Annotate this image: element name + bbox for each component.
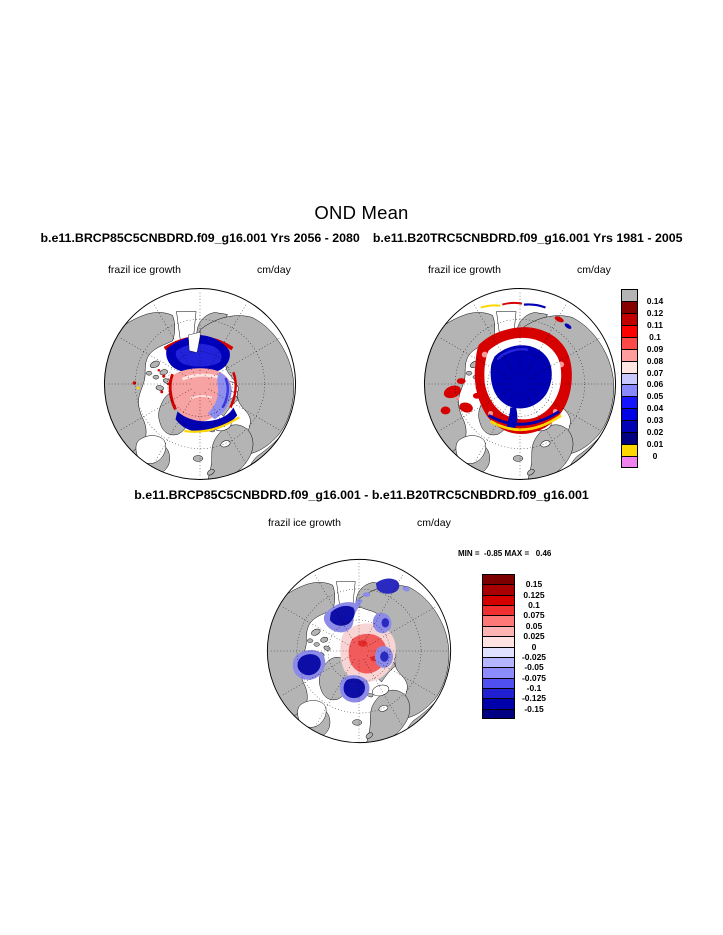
panel1-units-label: cm/day <box>257 264 291 276</box>
colorbar-level-label: 0.12 <box>646 307 664 318</box>
panel1-field-label: frazil ice growth <box>108 264 181 276</box>
colorbar-level-label: 0.05 <box>646 391 664 402</box>
colorbar-level-label: 0.15 <box>525 579 543 590</box>
colorbar-level-label: 0.11 <box>646 319 664 330</box>
diff-field-label: frazil ice growth <box>268 517 341 529</box>
figure-title: OND Mean <box>314 202 409 223</box>
colorbar-level-label: 0 <box>531 641 537 652</box>
colorbar-level-label: 0 <box>652 451 658 462</box>
colorbar-level-label: 0.09 <box>646 343 664 354</box>
colorbar-level-label: -0.05 <box>524 662 544 673</box>
colorbar-level-label: 0.06 <box>646 379 664 390</box>
colorbar-level-label: 0.03 <box>646 415 664 426</box>
case-header: b.e11.BRCP85C5CNBDRD.f09_g16.001 Yrs 205… <box>0 231 723 245</box>
colorbar-level-label: -0.1 <box>526 682 542 693</box>
colorbar-level-label: -0.075 <box>521 672 547 683</box>
colorbar-level-label: 0.08 <box>646 355 664 366</box>
case2-label: b.e11.B20TRC5CNBDRD.f09_g16.001 Yrs 1981… <box>372 231 683 245</box>
panel2-units-label: cm/day <box>577 264 611 276</box>
map-difference-panel <box>266 558 452 744</box>
map-20trc-panel <box>423 287 617 481</box>
colorbar-level-label: 0.075 <box>523 610 545 621</box>
min-max-stats: MIN = -0.85 MAX = 0.46 <box>458 549 552 558</box>
diff-title: b.e11.BRCP85C5CNBDRD.f09_g16.001 - b.e11… <box>134 488 589 502</box>
panel2-field-label: frazil ice growth <box>428 264 501 276</box>
colorbar-level-label: 0.05 <box>525 620 543 631</box>
colorbar-level-label: 0.07 <box>646 367 664 378</box>
colorbar-level-label: 0.14 <box>646 295 664 306</box>
diff-units-label: cm/day <box>417 517 451 529</box>
colorbar-level-label: -0.15 <box>524 703 544 714</box>
colorbar-level-label: 0.04 <box>646 403 664 414</box>
colorbar-level-label: 0.125 <box>523 589 545 600</box>
colorbar-swatch <box>621 456 638 468</box>
map-rcp85-panel <box>103 287 297 481</box>
colorbar-level-label: 0.01 <box>646 439 664 450</box>
colorbar-level-label: -0.125 <box>521 693 547 704</box>
colorbar-level-label: 0.02 <box>646 427 664 438</box>
colorbar-level-label: -0.025 <box>521 651 547 662</box>
colorbar-level-label: 0.1 <box>528 600 540 611</box>
colorbar-level-label: 0.025 <box>523 631 545 642</box>
colorbar-diff: 0.15 0.125 0.1 0.075 0.05 0.025 0 -0.025 -0.05 -0… <box>482 574 562 722</box>
colorbar-swatch <box>482 708 515 720</box>
colorbar-level-label: 0.1 <box>649 331 661 342</box>
colorbar-mean: 0.14 0.12 0.11 0.1 0.09 0.08 0.07 0.06 0.05 0.04 0… <box>621 289 681 471</box>
case1-label: b.e11.BRCP85C5CNBDRD.f09_g16.001 Yrs 205… <box>40 231 360 245</box>
